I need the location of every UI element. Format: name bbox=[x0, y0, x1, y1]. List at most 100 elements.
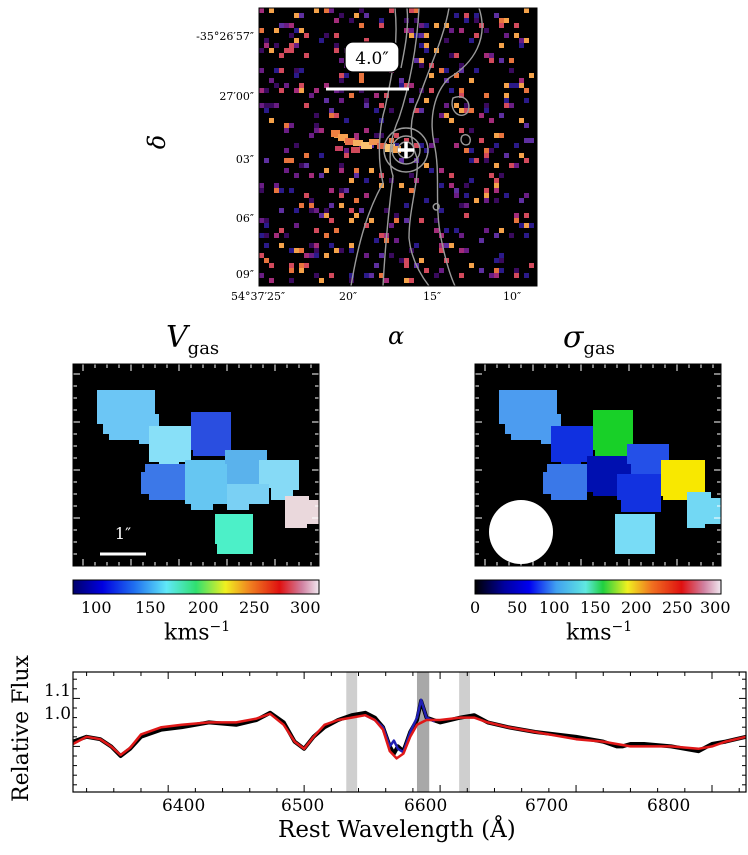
noise-pixel bbox=[464, 213, 469, 218]
dec-tick-1: 27′00″ bbox=[219, 90, 254, 103]
noise-pixel bbox=[484, 193, 489, 198]
noise-pixel bbox=[284, 148, 289, 153]
noise-pixel bbox=[339, 78, 344, 83]
sigma-unit: kms−1 bbox=[566, 619, 632, 645]
noise-pixel bbox=[454, 188, 459, 193]
noise-pixel bbox=[314, 208, 319, 213]
noise-pixel bbox=[384, 93, 389, 98]
noise-pixel bbox=[324, 33, 329, 38]
noise-pixel bbox=[329, 188, 334, 193]
noise-pixel bbox=[424, 43, 429, 48]
noise-pixel bbox=[424, 48, 429, 53]
noise-pixel bbox=[259, 103, 264, 108]
noise-pixel bbox=[464, 18, 469, 23]
noise-pixel bbox=[319, 128, 324, 133]
noise-pixel bbox=[504, 93, 509, 98]
noise-pixel bbox=[304, 263, 309, 268]
noise-pixel bbox=[374, 238, 379, 243]
noise-pixel bbox=[274, 103, 279, 108]
noise-pixel bbox=[459, 203, 464, 208]
noise-pixel bbox=[524, 138, 529, 143]
noise-pixel bbox=[419, 258, 424, 263]
noise-pixel bbox=[479, 238, 484, 243]
noise-pixel bbox=[504, 33, 509, 38]
vgas-bins bbox=[97, 390, 319, 554]
noise-pixel bbox=[294, 13, 299, 18]
noise-pixel bbox=[334, 18, 339, 23]
sigma-bins bbox=[499, 390, 721, 554]
sigma-title: σgas bbox=[563, 320, 615, 359]
noise-pixel bbox=[424, 33, 429, 38]
noise-pixel bbox=[399, 258, 404, 263]
noise-pixel bbox=[509, 163, 514, 168]
noise-pixel bbox=[414, 108, 419, 113]
noise-pixel bbox=[474, 198, 479, 203]
noise-pixel bbox=[519, 223, 524, 228]
noise-pixel bbox=[429, 143, 434, 148]
noise-pixel bbox=[509, 68, 514, 73]
noise-pixel bbox=[394, 213, 399, 218]
noise-pixel bbox=[334, 228, 339, 233]
observed-spectrum-line bbox=[72, 698, 747, 758]
noise-pixel bbox=[414, 58, 419, 63]
noise-pixel bbox=[519, 83, 524, 88]
noise-pixel bbox=[409, 33, 414, 38]
noise-pixel bbox=[264, 43, 269, 48]
spec-ytick-1: 1.1 bbox=[44, 681, 72, 701]
noise-pixel bbox=[299, 28, 304, 33]
dec-axis-label: δ bbox=[143, 134, 172, 150]
noise-pixel bbox=[314, 248, 319, 253]
noise-pixel bbox=[494, 163, 499, 168]
noise-pixel bbox=[364, 193, 369, 198]
sigma-title-main: σ bbox=[563, 320, 584, 355]
noise-pixel bbox=[329, 113, 334, 118]
noise-pixel bbox=[404, 18, 409, 23]
noise-pixel bbox=[439, 168, 444, 173]
spec-xtick-3: 6700 bbox=[525, 796, 569, 816]
noise-pixel bbox=[299, 248, 304, 253]
vgas-cb-tick-0: 100 bbox=[81, 598, 112, 617]
noise-pixel bbox=[279, 208, 284, 213]
noise-pixel bbox=[294, 208, 299, 213]
noise-pixel bbox=[289, 188, 294, 193]
noise-pixel bbox=[309, 133, 314, 138]
noise-pixel bbox=[414, 143, 419, 148]
noise-pixel bbox=[354, 168, 359, 173]
noise-pixel bbox=[499, 113, 504, 118]
noise-pixel bbox=[499, 173, 504, 178]
spec-xtick-1: 6500 bbox=[281, 796, 325, 816]
noise-pixel bbox=[514, 23, 519, 28]
noise-pixel bbox=[314, 253, 319, 258]
vgas-title: Vgas bbox=[166, 320, 219, 359]
noise-pixel bbox=[484, 103, 489, 108]
noise-pixel bbox=[329, 8, 334, 13]
noise-pixel bbox=[339, 203, 344, 208]
noise-pixel bbox=[529, 263, 534, 268]
noise-pixel bbox=[379, 273, 384, 278]
noise-pixel bbox=[514, 273, 519, 278]
noise-pixel bbox=[329, 108, 334, 113]
noise-pixel bbox=[489, 273, 494, 278]
noise-pixel bbox=[349, 248, 354, 253]
noise-pixel bbox=[294, 88, 299, 93]
ra-tick-3: 10″ bbox=[503, 290, 522, 303]
emission-line-fit bbox=[364, 698, 436, 754]
noise-pixel bbox=[294, 223, 299, 228]
noise-pixel bbox=[509, 58, 514, 63]
noise-pixel bbox=[324, 98, 329, 103]
noise-pixel bbox=[354, 213, 359, 218]
noise-pixel bbox=[434, 273, 439, 278]
noise-pixel bbox=[474, 13, 479, 18]
vgas-title-sub: gas bbox=[187, 338, 220, 359]
noise-pixel bbox=[374, 263, 379, 268]
noise-pixel bbox=[404, 218, 409, 223]
noise-pixel bbox=[349, 208, 354, 213]
noise-pixel bbox=[424, 148, 429, 153]
noise-pixel bbox=[339, 58, 344, 63]
noise-pixel bbox=[444, 113, 449, 118]
noise-pixel bbox=[484, 53, 489, 58]
noise-pixel bbox=[504, 98, 509, 103]
noise-pixel bbox=[419, 108, 424, 113]
vgas-title-main: V bbox=[166, 320, 188, 355]
noise-pixel bbox=[434, 138, 439, 143]
